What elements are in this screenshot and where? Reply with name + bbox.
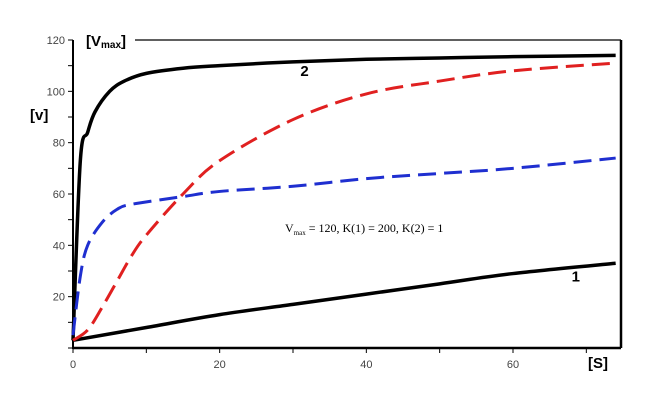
y-tick-label: 40	[53, 240, 65, 252]
chart-frame	[72, 39, 623, 350]
parameter-annotation: Vmax = 120, K(1) = 200, K(2) = 1	[285, 221, 443, 237]
x-tick-label: 60	[507, 359, 519, 371]
series-line-1	[72, 261, 616, 343]
series-label-2: 2	[300, 63, 308, 80]
x-axis-label: [S]	[588, 355, 608, 372]
y-tick-label: 20	[53, 292, 65, 304]
series-line-2	[71, 53, 616, 341]
x-tick-label: 40	[360, 359, 372, 371]
y-tick-label: 100	[47, 86, 65, 98]
series-group: 12	[71, 53, 616, 343]
vmax-label: [Vmax]	[86, 33, 126, 51]
y-tick-label: 60	[53, 189, 65, 201]
y-tick-label: 80	[53, 138, 65, 150]
x-tick-label: 0	[70, 359, 76, 371]
x-tick-label: 20	[214, 359, 226, 371]
series-line-3	[72, 61, 616, 342]
axis-ticks: 20 40 60 80 100 120 0 20 40 60	[47, 35, 587, 371]
series-line-2	[71, 156, 616, 336]
series-label-1: 1	[572, 268, 580, 285]
y-tick-label: 120	[47, 35, 65, 47]
y-axis-label: [v]	[30, 107, 48, 124]
